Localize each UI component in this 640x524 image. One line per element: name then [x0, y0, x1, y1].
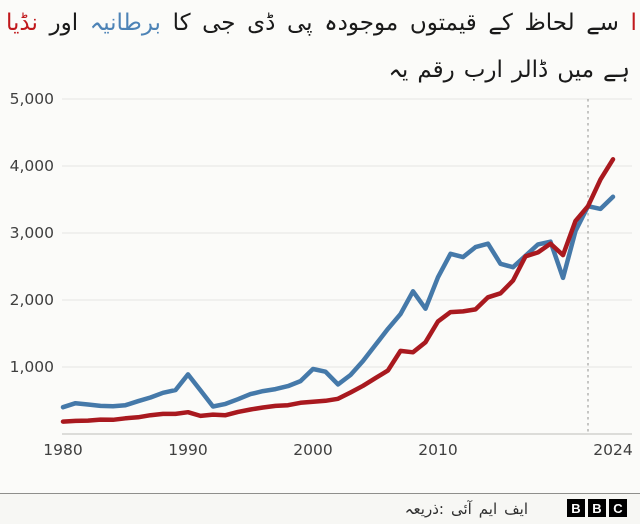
y-tick-label: 3,000 [9, 224, 54, 242]
subtitle-word: میں [557, 57, 595, 83]
subtitle-word: ارب [463, 57, 503, 83]
title-word: قیمتوں [409, 10, 477, 36]
title-word: پی [287, 10, 313, 36]
y-tick-label: 4,000 [9, 157, 54, 175]
series-line-uk [60, 194, 616, 410]
title-word: کا [172, 10, 191, 36]
title-word: نڈیا [6, 10, 38, 36]
title-word: موجودہ [324, 10, 399, 36]
source-word: ایم [478, 500, 498, 518]
y-tick-label: 2,000 [9, 291, 54, 309]
x-tick-label: 2010 [418, 441, 458, 459]
title-word: برطانیہ [89, 10, 161, 36]
title-word: کے [488, 10, 513, 36]
bbc-logo-letter: B [588, 499, 606, 517]
source-word: ایف [504, 500, 528, 518]
source-word: ذریعہ: [404, 500, 444, 518]
title-word: اور [49, 10, 79, 36]
title-word: ڈی [247, 10, 276, 36]
title-word: ا [630, 10, 637, 36]
x-tick-label: 1980 [43, 441, 83, 459]
source-word: آئی [450, 500, 472, 518]
subtitle-word: ہے [603, 57, 630, 83]
x-tick-label: 2000 [293, 441, 333, 459]
chart-subtitle: یہ رقم ارب ڈالر میں ہے [388, 50, 630, 90]
subtitle-word: یہ [388, 57, 409, 83]
chart-title: نڈیا اور برطانیہ کا جی ڈی پی موجودہ قیمتوں کے لحاظ… [6, 2, 637, 48]
title-word: سے [586, 10, 619, 36]
subtitle-word: رقم [417, 57, 455, 83]
series-line-india [60, 157, 616, 424]
title-word: جی [202, 10, 236, 36]
y-tick-label: 5,000 [9, 90, 54, 108]
title-word: لحاظ [524, 10, 575, 36]
y-tick-label: 1,000 [9, 358, 54, 376]
bbc-logo-letter: C [609, 499, 627, 517]
x-tick-label: 1990 [168, 441, 208, 459]
x-tick-label: 2024 [593, 441, 633, 459]
subtitle-word: ڈالر [511, 57, 549, 83]
source-text: ذریعہ: آئی ایم ایف [405, 498, 528, 520]
bbc-logo-letter: B [567, 499, 585, 517]
